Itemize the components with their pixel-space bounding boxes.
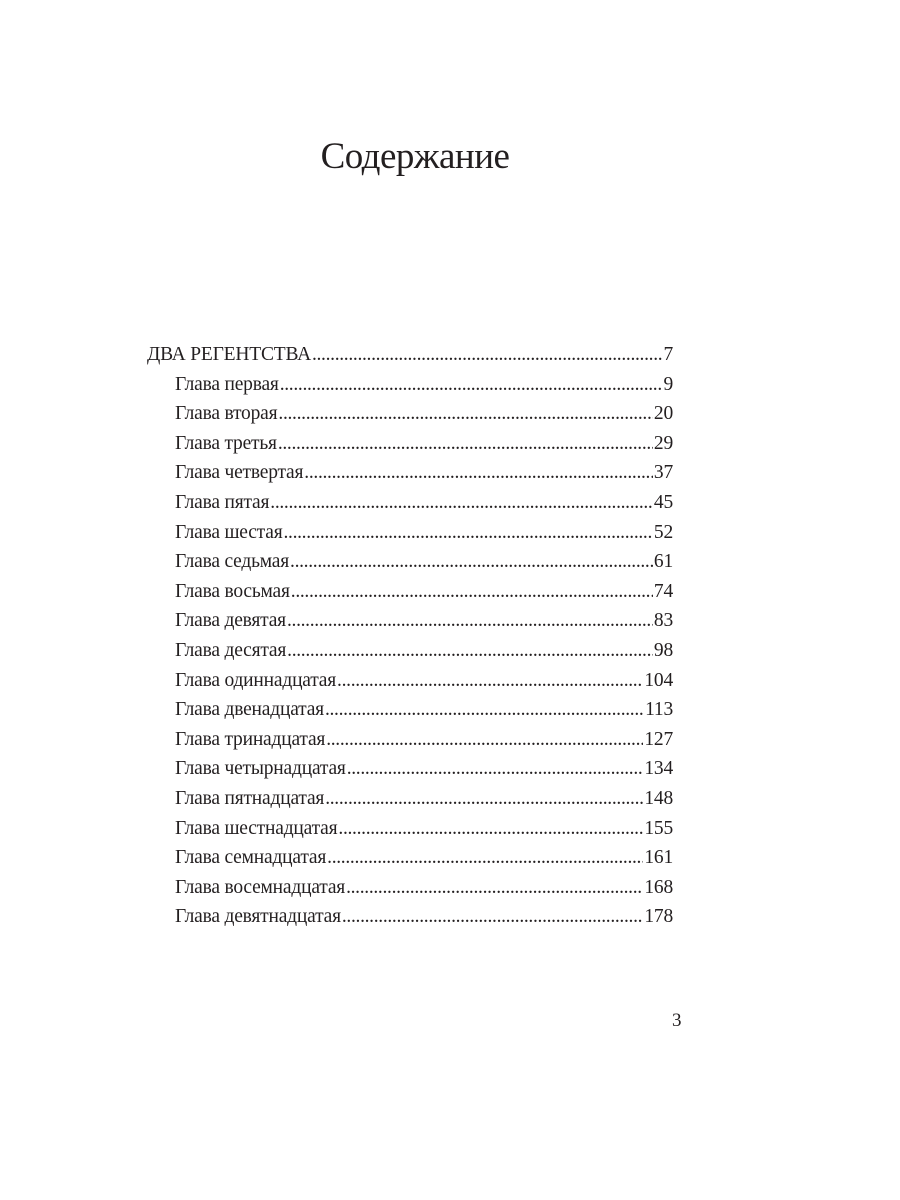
dot-leader	[338, 814, 643, 844]
toc-chapter-entry: Глава шестая 52	[147, 518, 673, 548]
toc-part-entry: ДВА РЕГЕНТСТВА 7	[147, 340, 673, 370]
toc-entry-label: Глава тринадцатая	[175, 728, 326, 750]
toc-chapter-entry: Глава девятнадцатая 178	[147, 902, 673, 932]
toc-entry-page: 113	[645, 699, 673, 721]
toc-chapter-entry: Глава семнадцатая 161	[147, 843, 673, 873]
toc-entry-page: 104	[644, 669, 673, 691]
toc-chapter-entry: Глава четырнадцатая 134	[147, 754, 673, 784]
toc-entry-page: 83	[653, 610, 673, 632]
toc-entry-label: Глава третья	[175, 432, 277, 454]
dot-leader	[326, 725, 643, 755]
dot-leader	[283, 518, 652, 548]
toc-entry-page: 178	[644, 906, 673, 928]
toc-entry-page: 74	[653, 580, 673, 602]
table-of-contents: ДВА РЕГЕНТСТВА 7 Глава первая 9 Глава втор…	[147, 340, 673, 932]
dot-leader	[347, 754, 644, 784]
dot-leader	[325, 695, 644, 725]
toc-entry-label: ДВА РЕГЕНТСТВА	[147, 344, 311, 365]
toc-entry-page: 61	[653, 551, 673, 573]
toc-entry-label: Глава одиннадцатая	[175, 669, 337, 691]
dot-leader	[278, 429, 653, 459]
toc-chapter-entry: Глава шестнадцатая 155	[147, 814, 673, 844]
toc-entry-label: Глава девятнадцатая	[175, 906, 341, 928]
toc-entry-page: 127	[644, 728, 673, 750]
dot-leader	[346, 873, 643, 903]
dot-leader	[342, 902, 643, 932]
toc-entry-page: 98	[653, 639, 673, 661]
toc-entry-page: 161	[644, 847, 673, 869]
toc-entry-label: Глава восьмая	[175, 580, 290, 602]
toc-entry-page: 134	[644, 758, 673, 780]
toc-entry-page: 52	[653, 521, 673, 543]
toc-entry-page: 168	[644, 876, 673, 898]
toc-entry-label: Глава шестнадцатая	[175, 817, 338, 839]
toc-chapter-entry: Глава третья 29	[147, 429, 673, 459]
toc-entry-label: Глава восемнадцатая	[175, 876, 346, 898]
toc-chapter-entry: Глава одиннадцатая 104	[147, 666, 673, 696]
toc-chapter-entry: Глава четвертая 37	[147, 458, 673, 488]
toc-entry-label: Глава пятая	[175, 491, 270, 513]
dot-leader	[290, 547, 653, 577]
dot-leader	[325, 784, 643, 814]
page-title: Содержание	[320, 136, 510, 177]
toc-chapter-entry: Глава двенадцатая 113	[147, 695, 673, 725]
toc-entry-label: Глава семнадцатая	[175, 847, 327, 869]
toc-entry-label: Глава двенадцатая	[175, 699, 324, 721]
toc-entry-label: Глава седьмая	[175, 551, 290, 573]
toc-entry-label: Глава четырнадцатая	[175, 758, 346, 780]
toc-entry-label: Глава вторая	[175, 403, 278, 425]
toc-entry-page: 148	[644, 787, 673, 809]
dot-leader	[287, 636, 653, 666]
toc-entry-label: Глава пятнадцатая	[175, 787, 325, 809]
toc-chapter-entry: Глава восемнадцатая 168	[147, 873, 673, 903]
toc-chapter-entry: Глава тринадцатая 127	[147, 725, 673, 755]
toc-chapter-entry: Глава пятнадцатая 148	[147, 784, 673, 814]
toc-chapter-entry: Глава вторая 20	[147, 399, 673, 429]
toc-chapter-entry: Глава десятая 98	[147, 636, 673, 666]
toc-entry-label: Глава шестая	[175, 521, 283, 543]
dot-leader	[337, 666, 643, 696]
toc-entry-label: Глава четвертая	[175, 462, 304, 484]
toc-entry-page: 45	[653, 491, 673, 513]
dot-leader	[312, 340, 662, 370]
toc-entry-label: Глава десятая	[175, 639, 287, 661]
toc-entry-label: Глава первая	[175, 373, 279, 395]
toc-chapter-entry: Глава девятая 83	[147, 606, 673, 636]
toc-entry-page: 9	[663, 373, 673, 395]
toc-chapter-entry: Глава пятая 45	[147, 488, 673, 518]
toc-chapter-entry: Глава первая 9	[147, 370, 673, 400]
toc-entry-page: 37	[653, 462, 673, 484]
toc-entry-page: 29	[653, 432, 673, 454]
dot-leader	[327, 843, 643, 873]
toc-entry-page: 155	[644, 817, 673, 839]
dot-leader	[280, 370, 663, 400]
toc-chapter-entry: Глава восьмая 74	[147, 577, 673, 607]
toc-entry-page: 7	[663, 344, 673, 365]
dot-leader	[278, 399, 653, 429]
toc-entry-page: 20	[653, 403, 673, 425]
dot-leader	[270, 488, 653, 518]
dot-leader	[287, 606, 653, 636]
toc-chapter-entry: Глава седьмая 61	[147, 547, 673, 577]
dot-leader	[291, 577, 653, 607]
page-number: 3	[672, 1010, 682, 1031]
dot-leader	[304, 458, 653, 488]
toc-entry-label: Глава девятая	[175, 610, 286, 632]
